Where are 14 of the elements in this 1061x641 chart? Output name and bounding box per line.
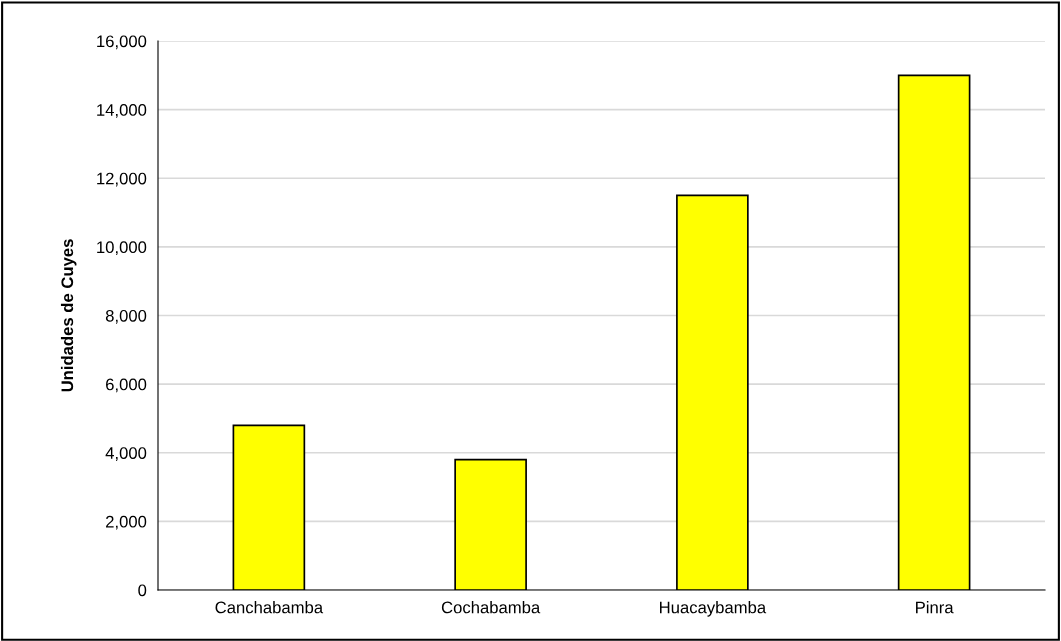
x-tick-label: Cochabamba [441, 601, 541, 614]
x-tick-label: Pinra [916, 601, 954, 614]
y-tick-label: 0 [138, 584, 147, 597]
y-tick-label: 6,000 [106, 378, 147, 393]
y-tick-label: 12,000 [97, 172, 147, 187]
y-axis-title: Unidades de Cuyes [60, 239, 77, 392]
y-tick-label: 2,000 [106, 515, 147, 530]
x-tick-label: Huacaybamba [660, 601, 767, 617]
y-tick-label: 8,000 [105, 309, 147, 324]
x-tick-label: Canchabamba [215, 601, 324, 614]
y-tick-label: 14,000 [97, 104, 147, 118]
y-tick-label: 10,000 [97, 241, 147, 256]
y-tick-label: 16,000 [97, 35, 147, 50]
y-tick-label: 4,000 [105, 447, 147, 461]
